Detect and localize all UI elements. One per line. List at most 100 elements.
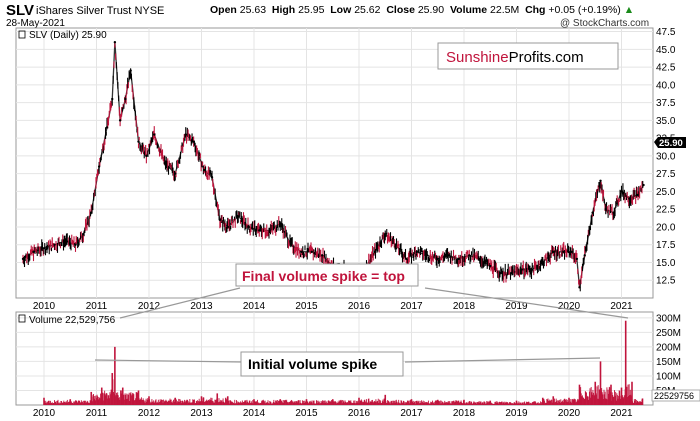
price-point — [111, 97, 114, 101]
exchange: NYSE — [134, 5, 165, 17]
price-point — [552, 250, 555, 254]
price-point — [258, 229, 261, 232]
volume-y-axis: 50M100M150M200M250M300M — [656, 313, 681, 397]
last-price-tag: 25.90 — [654, 137, 686, 149]
volume-label: Volume — [449, 4, 488, 16]
volume-x-tick: 2017 — [400, 408, 423, 419]
volume-legend: Volume 22,529,756 — [18, 314, 116, 326]
price-x-tick: 2016 — [348, 301, 371, 312]
price-point — [384, 232, 387, 236]
price-point — [163, 161, 166, 165]
price-point — [373, 250, 376, 254]
price-point — [63, 239, 67, 243]
price-point — [447, 254, 450, 257]
low-label: Low — [330, 4, 352, 16]
price-point — [279, 222, 282, 225]
price-point — [489, 264, 492, 268]
price-point — [145, 154, 148, 158]
volume-y-tick: 100M — [656, 371, 681, 382]
price-x-tick: 2010 — [33, 301, 56, 312]
price-point — [184, 133, 187, 136]
volume-legend-label: Volume 22,529,756 — [29, 315, 116, 326]
price-point — [604, 207, 607, 211]
price-point — [202, 168, 206, 172]
price-legend: SLV (Daily) 25.90 — [18, 30, 107, 41]
volume-value: 22.5M — [490, 4, 520, 16]
price-point — [620, 190, 623, 193]
price-point — [405, 257, 408, 261]
price-point — [97, 165, 101, 168]
price-point — [53, 243, 56, 246]
price-point — [153, 133, 156, 136]
last-volume-tag: 22529756 — [651, 389, 700, 402]
close-value: 25.90 — [417, 4, 445, 16]
price-point — [426, 254, 429, 257]
price-point — [591, 211, 594, 214]
price-point — [113, 41, 117, 44]
volume-x-tick: 2013 — [190, 408, 213, 419]
price-point — [583, 254, 586, 257]
price-point — [575, 257, 579, 261]
price-point — [124, 97, 127, 101]
volume-x-tick: 2011 — [86, 408, 108, 419]
volume-x-tick: 2012 — [138, 408, 161, 419]
price-x-tick: 2015 — [295, 301, 318, 312]
volume-x-tick: 2010 — [33, 408, 56, 419]
annotation-initial: Initial volume spike — [240, 351, 404, 377]
price-point — [510, 271, 513, 275]
price-point — [268, 229, 271, 232]
volume-x-tick: 2018 — [453, 408, 476, 419]
price-legend-label: SLV (Daily) 25.90 — [29, 30, 107, 41]
price-point — [137, 140, 140, 143]
annotation-final: Final volume spike = top — [235, 263, 419, 287]
open-label: Open — [210, 4, 237, 16]
price-point — [642, 183, 645, 187]
price-point — [289, 243, 292, 246]
price-y-tick: 22.5 — [656, 205, 676, 216]
price-x-tick: 2013 — [190, 301, 213, 312]
price-point — [394, 243, 397, 246]
last-price-label: 25.90 — [659, 138, 683, 149]
price-gridlines — [16, 28, 653, 298]
volume-y-tick: 200M — [656, 342, 681, 353]
price-y-tick: 17.5 — [656, 240, 676, 251]
price-y-tick: 20.0 — [656, 222, 676, 233]
price-point — [578, 286, 581, 289]
price-x-tick: 2012 — [138, 301, 161, 312]
price-point — [129, 69, 132, 72]
brand-box: SunshineProfits.com — [437, 42, 619, 70]
quote-summary: Open 25.63 High 25.95 Low 25.62 Close 25… — [210, 4, 634, 16]
price-point — [118, 119, 122, 122]
close-label: Close — [386, 4, 415, 16]
low-value: 25.62 — [354, 4, 381, 16]
price-point — [247, 225, 250, 229]
price-series — [21, 41, 645, 292]
price-point — [42, 247, 46, 250]
price-point — [478, 257, 481, 261]
price-point — [174, 172, 177, 175]
ticker-name: iShares Silver Trust NYSE — [36, 5, 164, 17]
price-point — [218, 218, 222, 222]
ticker-symbol: SLV — [6, 2, 35, 19]
price-point — [310, 250, 313, 254]
price-point — [300, 250, 303, 254]
price-point — [32, 250, 35, 254]
price-y-tick: 42.5 — [656, 63, 676, 74]
price-point — [192, 140, 195, 143]
callout-lines — [94, 287, 629, 363]
price-point — [636, 193, 639, 197]
price-y-tick: 45.0 — [656, 45, 676, 56]
price-point — [628, 197, 631, 200]
price-point — [570, 250, 573, 254]
price-point — [237, 215, 240, 218]
price-point — [599, 179, 602, 182]
price-point — [541, 261, 544, 264]
price-y-tick: 15.0 — [656, 258, 676, 269]
price-y-tick: 40.0 — [656, 80, 676, 91]
callout-initial-left — [94, 359, 243, 363]
price-x-tick: 2017 — [400, 301, 423, 312]
brand-part1: Sunshine — [446, 49, 509, 66]
price-point — [612, 211, 615, 214]
volume-x-axis: 2010 2011 2012 2013 2014 2015 2016 2017 2018 2019… — [33, 408, 633, 419]
